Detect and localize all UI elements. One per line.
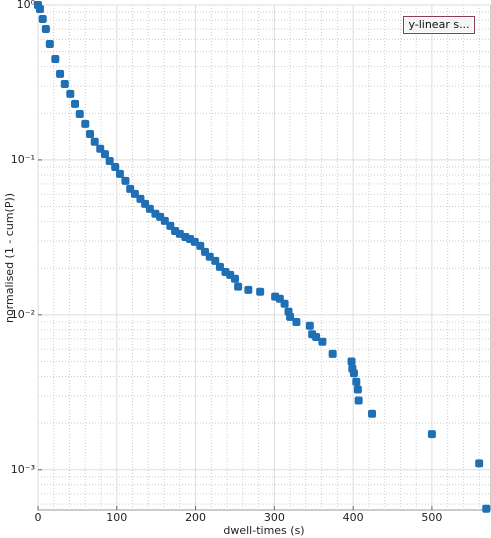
point bbox=[352, 377, 361, 386]
point bbox=[196, 241, 205, 250]
point bbox=[51, 55, 60, 64]
point bbox=[38, 15, 47, 24]
point bbox=[105, 156, 114, 165]
point bbox=[312, 332, 321, 341]
x-tick-label: 300 bbox=[264, 511, 285, 524]
point bbox=[100, 150, 109, 159]
point bbox=[349, 369, 358, 378]
y-tick-label: 10⁰ bbox=[17, 0, 36, 11]
point bbox=[292, 317, 301, 326]
point bbox=[211, 256, 220, 265]
point bbox=[475, 459, 484, 468]
point bbox=[427, 430, 436, 439]
point bbox=[353, 385, 362, 394]
point bbox=[318, 337, 327, 346]
point bbox=[85, 130, 94, 139]
y-axis-label: normalised (1 - cum(P)) bbox=[3, 193, 16, 323]
point bbox=[111, 162, 120, 171]
x-axis-label: dwell-times (s) bbox=[223, 524, 304, 537]
x-tick-label: 200 bbox=[185, 511, 206, 524]
point bbox=[56, 69, 65, 78]
point bbox=[66, 89, 75, 98]
point bbox=[121, 176, 130, 185]
point bbox=[115, 169, 124, 178]
y-scale-button[interactable]: y-linear s... bbox=[403, 16, 475, 34]
point bbox=[90, 137, 99, 146]
x-tick-label: 400 bbox=[343, 511, 364, 524]
x-tick-label: 0 bbox=[35, 511, 42, 524]
y-tick-label: 10⁻² bbox=[11, 308, 35, 321]
point bbox=[230, 274, 239, 283]
point bbox=[81, 119, 90, 128]
point bbox=[256, 287, 265, 296]
point bbox=[75, 109, 84, 118]
point bbox=[354, 396, 363, 405]
y-tick-label: 10⁻¹ bbox=[11, 153, 35, 166]
point bbox=[35, 5, 44, 14]
x-tick-label: 100 bbox=[106, 511, 127, 524]
point bbox=[60, 80, 69, 89]
point bbox=[280, 299, 289, 308]
plot-area bbox=[37, 4, 491, 511]
point bbox=[234, 282, 243, 291]
point bbox=[328, 349, 337, 358]
point bbox=[71, 99, 80, 108]
point bbox=[244, 285, 253, 294]
x-tick-label: 500 bbox=[421, 511, 442, 524]
point bbox=[368, 409, 377, 418]
y-tick-label: 10⁻³ bbox=[11, 463, 35, 476]
point bbox=[482, 504, 491, 513]
point bbox=[286, 312, 295, 321]
point bbox=[41, 24, 50, 33]
point bbox=[347, 357, 356, 366]
point bbox=[305, 321, 314, 330]
point bbox=[45, 40, 54, 49]
